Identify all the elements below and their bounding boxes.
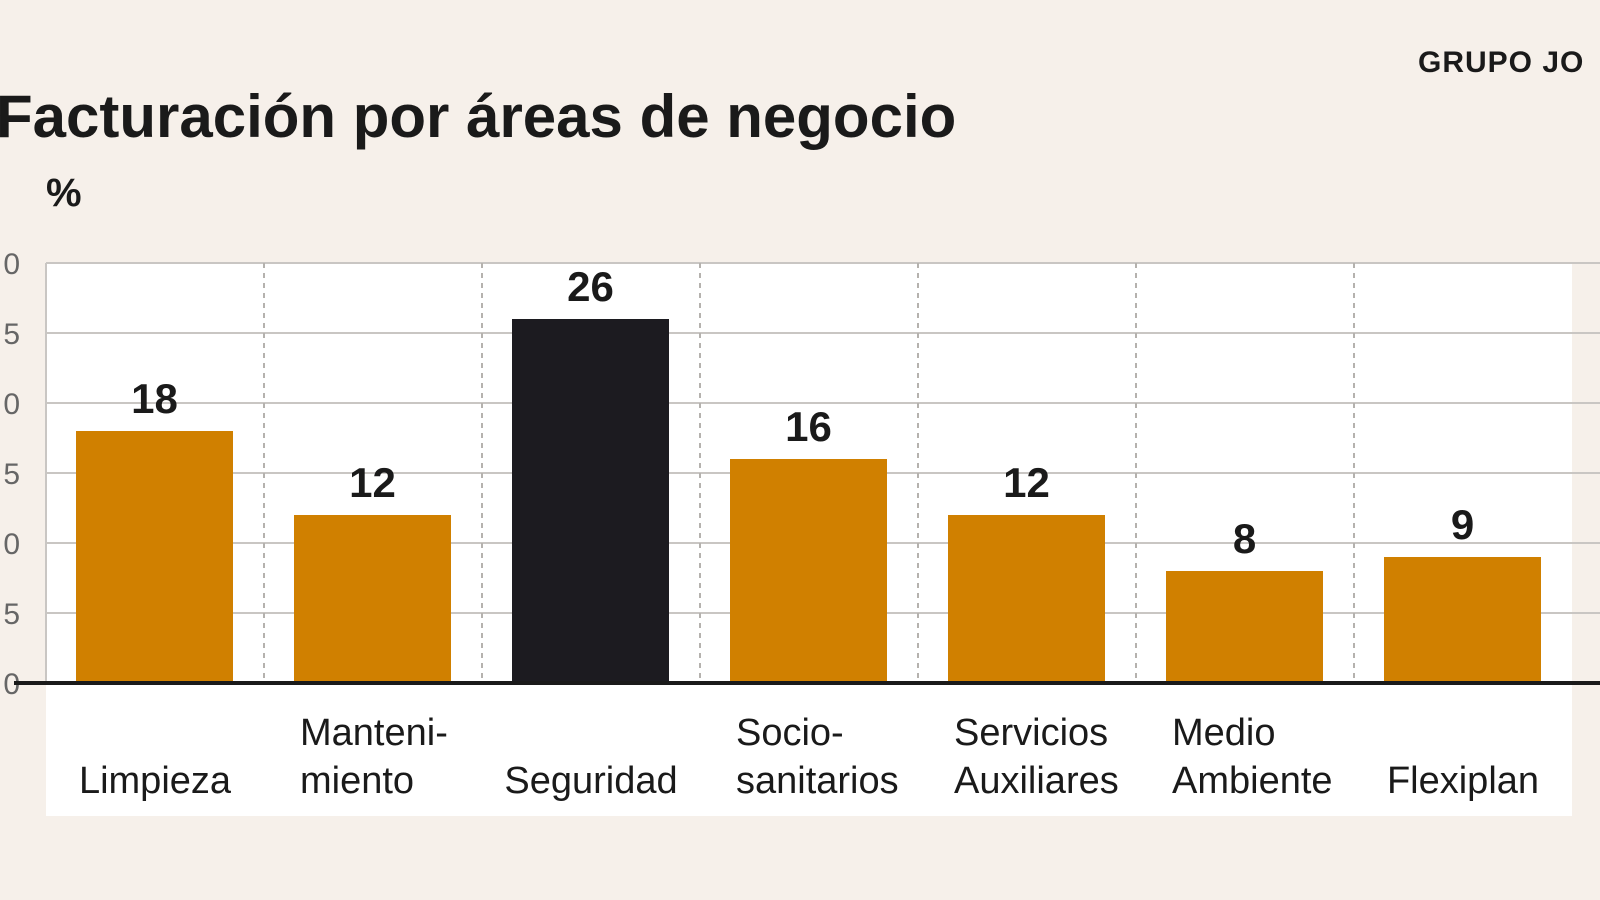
y-tick-label: 0 xyxy=(3,248,20,281)
category-label: Socio-sanitarios xyxy=(736,712,899,802)
column-background xyxy=(1354,263,1572,816)
bar-value-label: 12 xyxy=(349,459,396,506)
bar-value-label: 8 xyxy=(1233,515,1256,562)
bar-value-label: 16 xyxy=(785,403,832,450)
category-label-line: Seguridad xyxy=(504,760,677,802)
bar-1 xyxy=(294,515,451,683)
category-label: Manteni-miento xyxy=(300,712,448,802)
chart-title: Facturación por áreas de negocio xyxy=(0,83,956,150)
bar-4 xyxy=(948,515,1105,683)
bar-2 xyxy=(512,319,669,683)
bar-value-label: 12 xyxy=(1003,459,1050,506)
y-tick-label: 0 xyxy=(3,528,20,561)
y-tick-label: 0 xyxy=(3,668,20,701)
category-label: Servicios Auxiliares xyxy=(954,712,1119,802)
category-label-line: Servicios xyxy=(954,712,1108,754)
column-background xyxy=(1136,263,1354,816)
category-label-line: Medio xyxy=(1172,712,1276,754)
bar-3 xyxy=(730,459,887,683)
bar-value-label: 18 xyxy=(131,375,178,422)
category-label-line: Socio- xyxy=(736,712,844,754)
category-label-line: Auxiliares xyxy=(954,760,1119,802)
y-tick-label: 5 xyxy=(3,458,20,491)
category-label-line: Manteni- xyxy=(300,712,448,754)
category-label-line: sanitarios xyxy=(736,760,899,802)
category-label: Medio Ambiente xyxy=(1172,712,1333,802)
category-label-line: Limpieza xyxy=(79,760,232,802)
bar-value-label: 9 xyxy=(1451,501,1474,548)
brand-logo-text: GRUPO JO xyxy=(1418,46,1584,79)
category-label-line: miento xyxy=(300,760,414,802)
category-label-line: Ambiente xyxy=(1172,760,1333,802)
bar-0 xyxy=(76,431,233,683)
y-tick-label: 0 xyxy=(3,388,20,421)
category-label: Limpieza xyxy=(79,760,232,802)
bar-6 xyxy=(1384,557,1541,683)
category-label: Seguridad xyxy=(504,760,677,802)
y-tick-label: 5 xyxy=(3,598,20,631)
y-axis-unit: % xyxy=(46,171,82,215)
bar-5 xyxy=(1166,571,1323,683)
category-label-line: Flexiplan xyxy=(1387,760,1539,802)
y-tick-label: 5 xyxy=(3,318,20,351)
category-label: Flexiplan xyxy=(1387,760,1539,802)
bar-value-label: 26 xyxy=(567,263,614,310)
